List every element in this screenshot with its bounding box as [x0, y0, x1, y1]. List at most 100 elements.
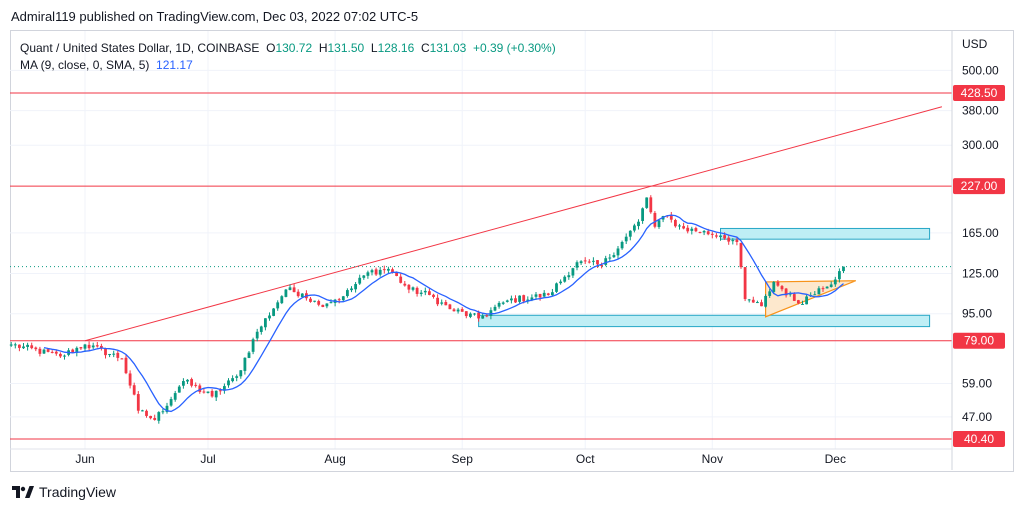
candle-body	[317, 301, 321, 305]
triangle-pattern[interactable]	[764, 280, 857, 318]
candle-body	[407, 284, 411, 290]
symbol-title: Quant / United States Dollar, 1D, COINBA…	[20, 41, 260, 55]
candle-body	[690, 228, 694, 231]
candle-body	[641, 208, 644, 221]
y-tick-label: 300.00	[962, 138, 999, 152]
candle-body	[321, 304, 325, 308]
candle-body	[735, 239, 739, 242]
candle-body	[747, 299, 751, 301]
candle-body	[628, 230, 632, 237]
candle-body	[489, 310, 493, 316]
open-label: O	[266, 41, 276, 55]
candle-body	[272, 308, 275, 316]
candle-body	[678, 225, 681, 227]
candle-body	[546, 293, 550, 295]
change-value: +0.39 (+0.30%)	[472, 41, 556, 55]
candle-body	[202, 391, 206, 393]
candle-body	[423, 290, 427, 293]
open-value: 130.72	[275, 41, 313, 55]
candle-body	[686, 227, 690, 232]
candle-body	[710, 233, 714, 235]
candle-body	[436, 297, 439, 305]
candle-body	[190, 379, 193, 386]
candle-body	[522, 295, 526, 302]
y-tick-label: 95.00	[962, 307, 992, 321]
candle-body	[374, 269, 378, 275]
candle-body	[378, 269, 382, 275]
price-label-tag	[953, 431, 1005, 447]
ma-line	[43, 214, 844, 413]
candle-body	[22, 346, 25, 349]
price-label-text: 40.40	[964, 432, 994, 446]
candle-body	[251, 339, 255, 352]
candle-body	[727, 237, 731, 242]
candle-body	[694, 228, 698, 232]
candle-body	[756, 302, 759, 304]
candle-body	[583, 260, 587, 262]
y-tick-label: 47.00	[962, 410, 992, 424]
candle-body	[460, 309, 464, 312]
axis-unit-label: USD	[962, 37, 988, 51]
candle-body	[292, 287, 296, 293]
x-tick-label: Jul	[200, 452, 215, 466]
candle-body	[698, 231, 702, 233]
candle-body	[616, 248, 620, 256]
low-value: 128.16	[377, 41, 415, 55]
candle-body	[772, 281, 776, 292]
candle-body	[452, 309, 456, 312]
y-tick-label: 380.00	[962, 104, 999, 118]
candle-body	[132, 385, 136, 395]
candle-body	[34, 347, 38, 350]
candle-body	[415, 287, 419, 294]
x-tick-label: Nov	[702, 452, 723, 466]
candle-body	[649, 197, 653, 213]
candle-body	[555, 283, 558, 292]
candle-body	[79, 347, 83, 349]
trendline[interactable]	[84, 106, 943, 342]
candle-body	[399, 276, 403, 283]
candle-body	[75, 347, 79, 353]
candle-body	[346, 290, 349, 297]
candle-body	[620, 241, 624, 249]
candle-body	[26, 344, 29, 347]
candle-body	[669, 214, 673, 220]
candle-body	[243, 357, 247, 371]
candle-body	[530, 297, 534, 301]
candle-body	[153, 417, 157, 420]
rectangle-zone[interactable]	[720, 227, 931, 240]
y-tick-label: 165.00	[962, 226, 999, 240]
candle-body	[579, 261, 583, 264]
candle-body	[231, 378, 234, 382]
candle-body	[362, 275, 366, 278]
candle-body	[633, 225, 636, 231]
candle-body	[706, 231, 710, 235]
candle-body	[18, 344, 21, 348]
candle-body	[534, 294, 538, 297]
candle-body	[797, 300, 800, 304]
candle-body	[124, 357, 128, 374]
legend-symbol-row: Quant / United States Dollar, 1D, COINBA…	[20, 40, 556, 57]
chart-frame[interactable]	[10, 30, 1014, 472]
candle-body	[477, 312, 480, 319]
candle-body	[501, 302, 505, 304]
price-label-tag	[953, 85, 1005, 101]
candle-body	[571, 268, 575, 276]
candle-body	[186, 379, 189, 382]
rectangle-zone[interactable]	[478, 314, 931, 328]
candle-body	[116, 352, 120, 358]
candle-body	[95, 345, 99, 347]
y-tick-label: 500.00	[962, 63, 999, 77]
candle-body	[464, 311, 468, 317]
candle-body	[575, 262, 579, 268]
drawing-overlays[interactable]	[10, 92, 952, 440]
candle-body	[637, 221, 640, 227]
candle-body	[235, 376, 239, 378]
tradingview-logo[interactable]: TradingView	[12, 484, 116, 500]
price-label-text: 428.50	[961, 86, 998, 100]
candle-body	[276, 302, 280, 309]
candle-body	[268, 315, 271, 319]
candle-body	[100, 345, 103, 349]
candle-body	[608, 257, 612, 259]
moving-average	[43, 214, 844, 413]
